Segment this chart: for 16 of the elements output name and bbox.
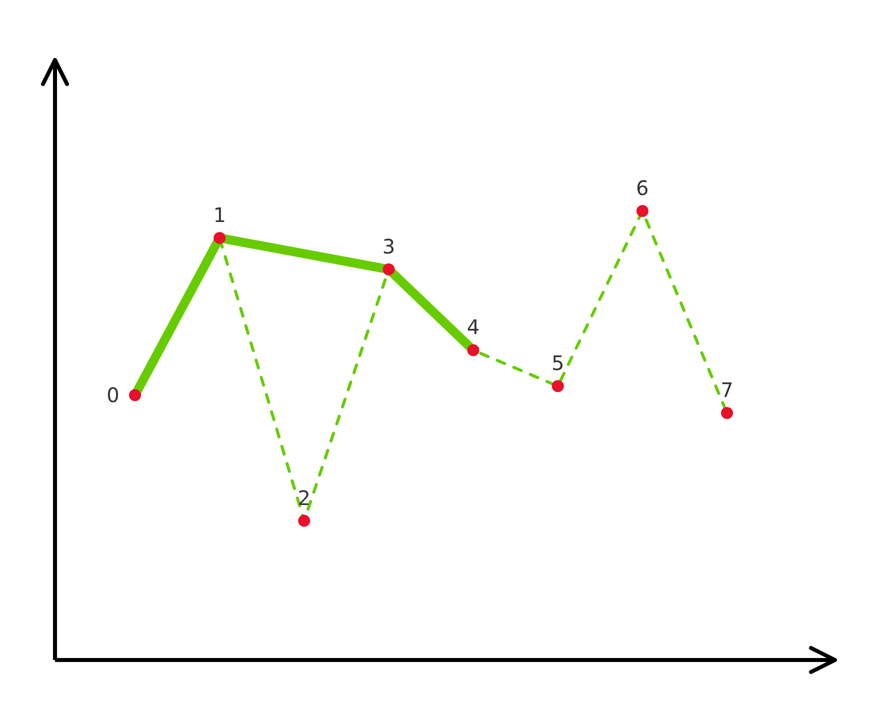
annotation: 4 — [466, 315, 480, 340]
point — [382, 263, 395, 276]
point — [467, 344, 480, 356]
annotation: 0 — [106, 383, 120, 408]
annotation: 1 — [213, 202, 226, 227]
point — [129, 389, 141, 402]
annotation: 3 — [382, 234, 396, 258]
point — [636, 205, 648, 217]
annotation: 7 — [720, 378, 734, 402]
annotation: 2 — [298, 486, 311, 510]
point — [214, 232, 226, 244]
annotation: 5 — [551, 351, 564, 376]
point — [721, 407, 733, 420]
point — [298, 514, 310, 527]
text: 6 — [636, 176, 649, 200]
point — [552, 380, 564, 392]
